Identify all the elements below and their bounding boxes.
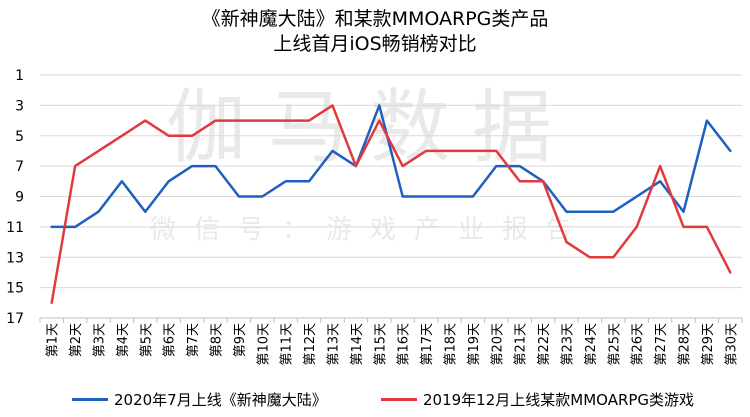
x-tick-label: 第14天 xyxy=(350,323,365,366)
x-tick-label: 第7天 xyxy=(186,323,201,357)
x-tick-label: 第12天 xyxy=(303,323,318,366)
x-tick-label: 第23天 xyxy=(561,323,576,366)
y-tick-label: 11 xyxy=(6,220,24,236)
x-tick-label: 第19天 xyxy=(467,323,482,366)
legend-item-series-2: 2019年12月上线某款MMOARPG类游戏 xyxy=(381,389,694,410)
x-tick-label: 第16天 xyxy=(397,323,412,366)
x-tick-label: 第29天 xyxy=(701,323,716,366)
x-tick-label: 第11天 xyxy=(280,323,295,366)
x-tick-label: 第18天 xyxy=(444,323,459,366)
legend-item-series-1: 2020年7月上线《新神魔大陆》 xyxy=(72,389,327,410)
x-tick-label: 第26天 xyxy=(631,323,646,366)
watermark-sub: 微信号：游戏产业报告 xyxy=(150,215,590,245)
x-tick-label: 第27天 xyxy=(654,323,669,366)
x-tick-label: 第30天 xyxy=(724,323,739,366)
x-tick-label: 第2天 xyxy=(69,323,84,357)
y-tick-label: 15 xyxy=(6,281,24,297)
x-tick-label: 第20天 xyxy=(490,323,505,366)
x-tick-label: 第17天 xyxy=(420,323,435,366)
x-tick-label: 第10天 xyxy=(256,323,271,366)
x-tick-label: 第25天 xyxy=(607,323,622,366)
x-tick-label: 第15天 xyxy=(373,323,388,366)
x-tick-label: 第22天 xyxy=(537,323,552,366)
x-axis: 第1天 第2天 第3天 第4天 第5天 第6天 第7天 第8天 第9天 第10天 第11天 第12天第… xyxy=(39,317,743,366)
legend-swatch-series-2 xyxy=(381,398,417,401)
y-tick-label: 5 xyxy=(15,129,24,145)
x-tick-label: 第24天 xyxy=(584,323,599,366)
x-tick-label: 第8天 xyxy=(210,323,225,357)
y-tick-label: 3 xyxy=(15,98,24,114)
y-tick-label: 7 xyxy=(15,159,24,175)
y-tick-label: 13 xyxy=(6,250,24,266)
x-tick-label: 第4天 xyxy=(116,323,131,357)
x-tick-label: 第13天 xyxy=(327,323,342,366)
legend-label-series-2: 2019年12月上线某款MMOARPG类游戏 xyxy=(423,391,695,409)
x-tick-label: 第21天 xyxy=(514,323,529,366)
legend-swatch-series-1 xyxy=(72,398,108,401)
x-tick-label: 第28天 xyxy=(678,323,693,366)
y-tick-label: 17 xyxy=(6,311,24,327)
series-line-2 xyxy=(50,104,732,305)
x-tick-label: 第6天 xyxy=(163,323,178,357)
y-tick-label: 1 xyxy=(15,68,24,84)
y-tick-label: 9 xyxy=(15,190,24,206)
x-tick-label: 第1天 xyxy=(46,323,61,357)
x-tick-label: 第9天 xyxy=(233,323,248,357)
chart-title-line-1: 《新神魔大陆》和某款MMOARPG类产品 xyxy=(201,8,549,30)
legend-label-series-1: 2020年7月上线《新神魔大陆》 xyxy=(114,391,327,409)
x-tick-label: 第3天 xyxy=(93,323,108,357)
chart-title-line-2: 上线首月iOS畅销榜对比 xyxy=(273,33,477,55)
x-tick-label: 第5天 xyxy=(139,323,154,357)
series-lines xyxy=(50,104,732,305)
series-line-1 xyxy=(50,104,732,229)
